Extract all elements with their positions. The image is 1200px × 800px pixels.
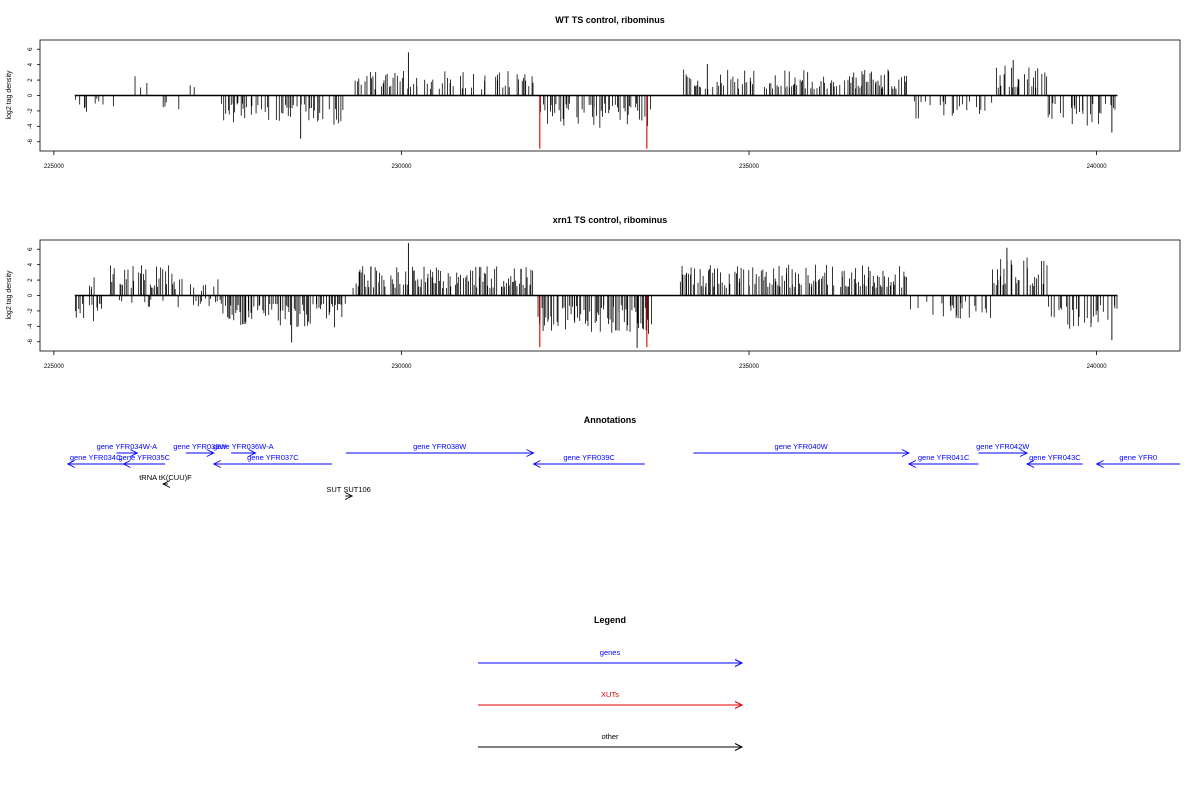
feature-arrow-head (162, 480, 171, 488)
feature-label: gene YFR041C (918, 453, 970, 462)
annotation-feature: gene YFR039C (532, 453, 645, 468)
y-tick-label: 0 (28, 293, 34, 297)
feature-label: gene YFR039C (563, 453, 615, 462)
legend-title: Legend (594, 615, 626, 625)
y-tick-label: 0 (28, 93, 34, 97)
legend-arrow-head (734, 743, 744, 751)
feature-label: SUT SUT106 (326, 485, 370, 494)
feature-label: gene YFR035C (118, 453, 170, 462)
x-tick-label: 240000 (1087, 364, 1108, 370)
x-tick-label: 240000 (1087, 164, 1108, 170)
feature-arrow-head (344, 492, 354, 500)
feature-arrow-head (1095, 460, 1104, 468)
xrn1-density-panel: xrn1 TS control, ribominus log2 tag dens… (6, 215, 1181, 370)
feature-arrow-head (66, 460, 76, 468)
y-axis-label: log2 tag density (6, 270, 13, 320)
annotation-feature: gene YFR040W (693, 442, 910, 457)
y-tick-label: -4 (28, 123, 34, 129)
feature-label: gene YFR034W-A (97, 442, 158, 451)
feature-arrow-head (1026, 460, 1035, 468)
x-tick-label: 230000 (391, 364, 412, 370)
annotation-feature: gene YFR036W (173, 442, 227, 457)
y-tick-label: 6 (28, 247, 34, 251)
annotation-feature: SUT SUT106 (326, 485, 371, 500)
y-tick-label: 4 (28, 262, 34, 266)
feature-arrow-head (212, 460, 221, 468)
panel-title: WT TS control, ribominus (555, 15, 665, 25)
feature-label: gene YFR036W (173, 442, 227, 451)
annotation-feature: gene YFR034C (66, 453, 124, 468)
x-tick-label: 230000 (391, 164, 412, 170)
annotation-feature: gene YFR035C (118, 453, 171, 468)
feature-label: gene YFR037C (247, 453, 299, 462)
feature-arrow-head (526, 449, 535, 457)
feature-label: tRNA tK(CUU)F (139, 473, 192, 482)
y-tick-label: 4 (28, 62, 34, 66)
y-tick-label: -2 (28, 108, 34, 114)
feature-label: gene YFR043C (1029, 453, 1081, 462)
feature-label: gene YFR040W (775, 442, 829, 451)
y-tick-label: -6 (28, 338, 34, 344)
panel-title: xrn1 TS control, ribominus (553, 215, 668, 225)
feature-arrow-head (907, 460, 917, 468)
feature-arrow-head (122, 460, 131, 468)
y-tick-label: -4 (28, 323, 34, 329)
legend-entry: genes (478, 648, 744, 667)
annotation-feature: gene YFR041C (907, 453, 979, 468)
feature-arrow-head (206, 449, 215, 457)
feature-arrow-head (901, 449, 910, 457)
annotation-feature: gene YFR036W-A (213, 442, 274, 457)
legend-arrow-head (734, 659, 744, 667)
legend-arrow-head (734, 701, 744, 709)
annotations-track: Annotations gene YFR034W-A gene YFR036Wge… (66, 415, 1180, 500)
y-axis-label: log2 tag density (6, 70, 13, 120)
x-tick-label: 225000 (44, 164, 65, 170)
legend-label: XUTs (601, 690, 619, 699)
annotation-feature: gene YFR037C (212, 453, 332, 468)
y-tick-label: 2 (28, 278, 34, 282)
feature-arrow-head (532, 460, 541, 468)
annotation-feature: gene YFR043C (1026, 453, 1083, 468)
feature-label: gene YFR042W (976, 442, 1030, 451)
y-tick-label: 2 (28, 78, 34, 82)
wt-density-panel: WT TS control, ribominus log2 tag densit… (6, 15, 1181, 170)
annotation-feature: gene YFR0 (1095, 453, 1180, 468)
feature-label: gene YFR038W (413, 442, 467, 451)
y-tick-label: -2 (28, 308, 34, 314)
feature-label: gene YFR0 (1119, 453, 1157, 462)
x-tick-label: 225000 (44, 364, 65, 370)
feature-arrow-head (248, 449, 257, 457)
legend: Legend genes XUTs other (478, 615, 744, 751)
annotation-feature: gene YFR038W (345, 442, 535, 457)
x-tick-label: 235000 (739, 164, 760, 170)
annotation-feature: gene YFR042W (976, 442, 1030, 457)
feature-label: gene YFR034C (70, 453, 122, 462)
annotation-feature: tRNA tK(CUU)F (139, 473, 192, 488)
legend-entry: other (478, 732, 744, 751)
y-tick-label: 6 (28, 47, 34, 51)
feature-label: gene YFR036W-A (213, 442, 274, 451)
feature-arrow-head (130, 449, 139, 457)
x-tick-label: 235000 (739, 364, 760, 370)
legend-label: genes (600, 648, 621, 657)
annotation-feature: gene YFR034W-A (97, 442, 158, 457)
feature-arrow-head (1019, 449, 1029, 457)
legend-entry: XUTs (478, 690, 744, 709)
legend-label: other (601, 732, 619, 741)
y-tick-label: -6 (28, 138, 34, 144)
annotations-title: Annotations (584, 415, 637, 425)
